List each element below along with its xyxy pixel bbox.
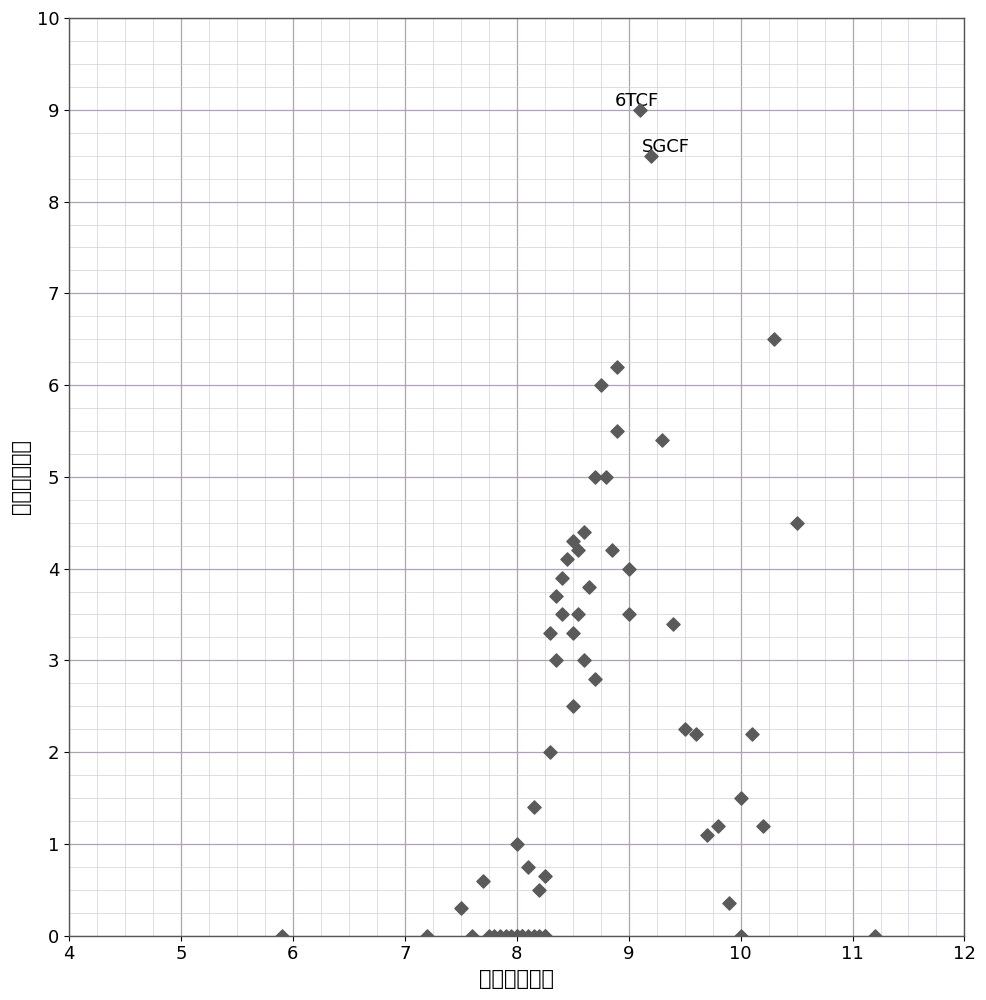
Point <box>526 928 541 944</box>
Point <box>553 570 569 586</box>
Point <box>509 928 525 944</box>
Point <box>587 469 602 485</box>
Point <box>520 859 535 875</box>
Point <box>542 744 558 760</box>
Text: 6TCF: 6TCF <box>614 92 659 110</box>
Point <box>743 726 759 742</box>
Point <box>559 551 575 567</box>
Point <box>687 726 703 742</box>
Point <box>509 836 525 852</box>
Point <box>721 895 737 911</box>
Point <box>631 102 647 118</box>
Point <box>536 868 552 884</box>
Point <box>754 818 770 834</box>
Point <box>564 533 580 549</box>
Point <box>676 721 692 737</box>
Point <box>643 148 659 164</box>
Point <box>547 652 563 668</box>
Point <box>509 928 525 944</box>
Point <box>536 928 552 944</box>
Point <box>576 652 592 668</box>
Point <box>503 928 519 944</box>
Point <box>765 331 781 347</box>
Text: SGCF: SGCF <box>642 138 689 156</box>
Point <box>609 359 625 375</box>
Point <box>542 625 558 641</box>
Point <box>620 606 636 622</box>
Point <box>603 542 619 558</box>
Y-axis label: 转分化克隆数: 转分化克隆数 <box>11 439 32 514</box>
Point <box>665 616 680 632</box>
Point <box>710 818 726 834</box>
Point <box>530 882 546 898</box>
Point <box>530 928 546 944</box>
Point <box>492 928 508 944</box>
Point <box>463 928 479 944</box>
Point <box>598 469 613 485</box>
Point <box>866 928 881 944</box>
Point <box>520 928 535 944</box>
Point <box>654 432 669 448</box>
Point <box>547 588 563 604</box>
Point <box>570 542 586 558</box>
Point <box>570 606 586 622</box>
Point <box>480 928 496 944</box>
X-axis label: 上调基因数量: 上调基因数量 <box>479 969 554 989</box>
Point <box>732 790 747 806</box>
Point <box>609 423 625 439</box>
Point <box>497 928 513 944</box>
Point <box>514 928 529 944</box>
Point <box>536 928 552 944</box>
Point <box>553 606 569 622</box>
Point <box>273 928 289 944</box>
Point <box>581 579 597 595</box>
Point <box>564 698 580 714</box>
Point <box>475 873 491 889</box>
Point <box>587 671 602 687</box>
Point <box>698 827 714 843</box>
Point <box>526 799 541 815</box>
Point <box>453 900 468 916</box>
Point <box>576 524 592 540</box>
Point <box>514 928 529 944</box>
Point <box>486 928 502 944</box>
Point <box>564 625 580 641</box>
Point <box>419 928 435 944</box>
Point <box>620 561 636 577</box>
Point <box>788 515 804 531</box>
Point <box>593 377 608 393</box>
Point <box>732 928 747 944</box>
